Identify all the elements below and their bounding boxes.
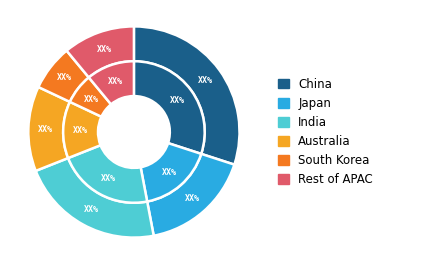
Text: XX%: XX% <box>57 73 72 82</box>
Wedge shape <box>38 51 89 102</box>
Text: XX%: XX% <box>185 194 200 203</box>
Text: XX%: XX% <box>198 76 213 85</box>
Wedge shape <box>67 26 134 78</box>
Text: XX%: XX% <box>170 96 184 105</box>
Wedge shape <box>29 87 70 171</box>
Wedge shape <box>134 26 239 165</box>
Wedge shape <box>147 154 234 236</box>
Wedge shape <box>63 102 102 158</box>
Text: XX%: XX% <box>38 125 53 134</box>
Text: XX%: XX% <box>101 174 116 183</box>
Wedge shape <box>89 61 134 104</box>
Text: XX%: XX% <box>84 95 99 104</box>
Wedge shape <box>70 78 111 117</box>
Text: XX%: XX% <box>108 77 124 86</box>
Legend: China, Japan, India, Australia, South Korea, Rest of APAC: China, Japan, India, Australia, South Ko… <box>278 78 373 186</box>
Text: XX%: XX% <box>96 45 111 54</box>
Text: XX%: XX% <box>162 167 177 177</box>
Text: XX%: XX% <box>84 205 99 214</box>
Wedge shape <box>36 158 154 238</box>
Wedge shape <box>141 143 201 201</box>
Wedge shape <box>134 61 205 154</box>
Wedge shape <box>68 145 147 203</box>
Text: XX%: XX% <box>73 126 88 135</box>
